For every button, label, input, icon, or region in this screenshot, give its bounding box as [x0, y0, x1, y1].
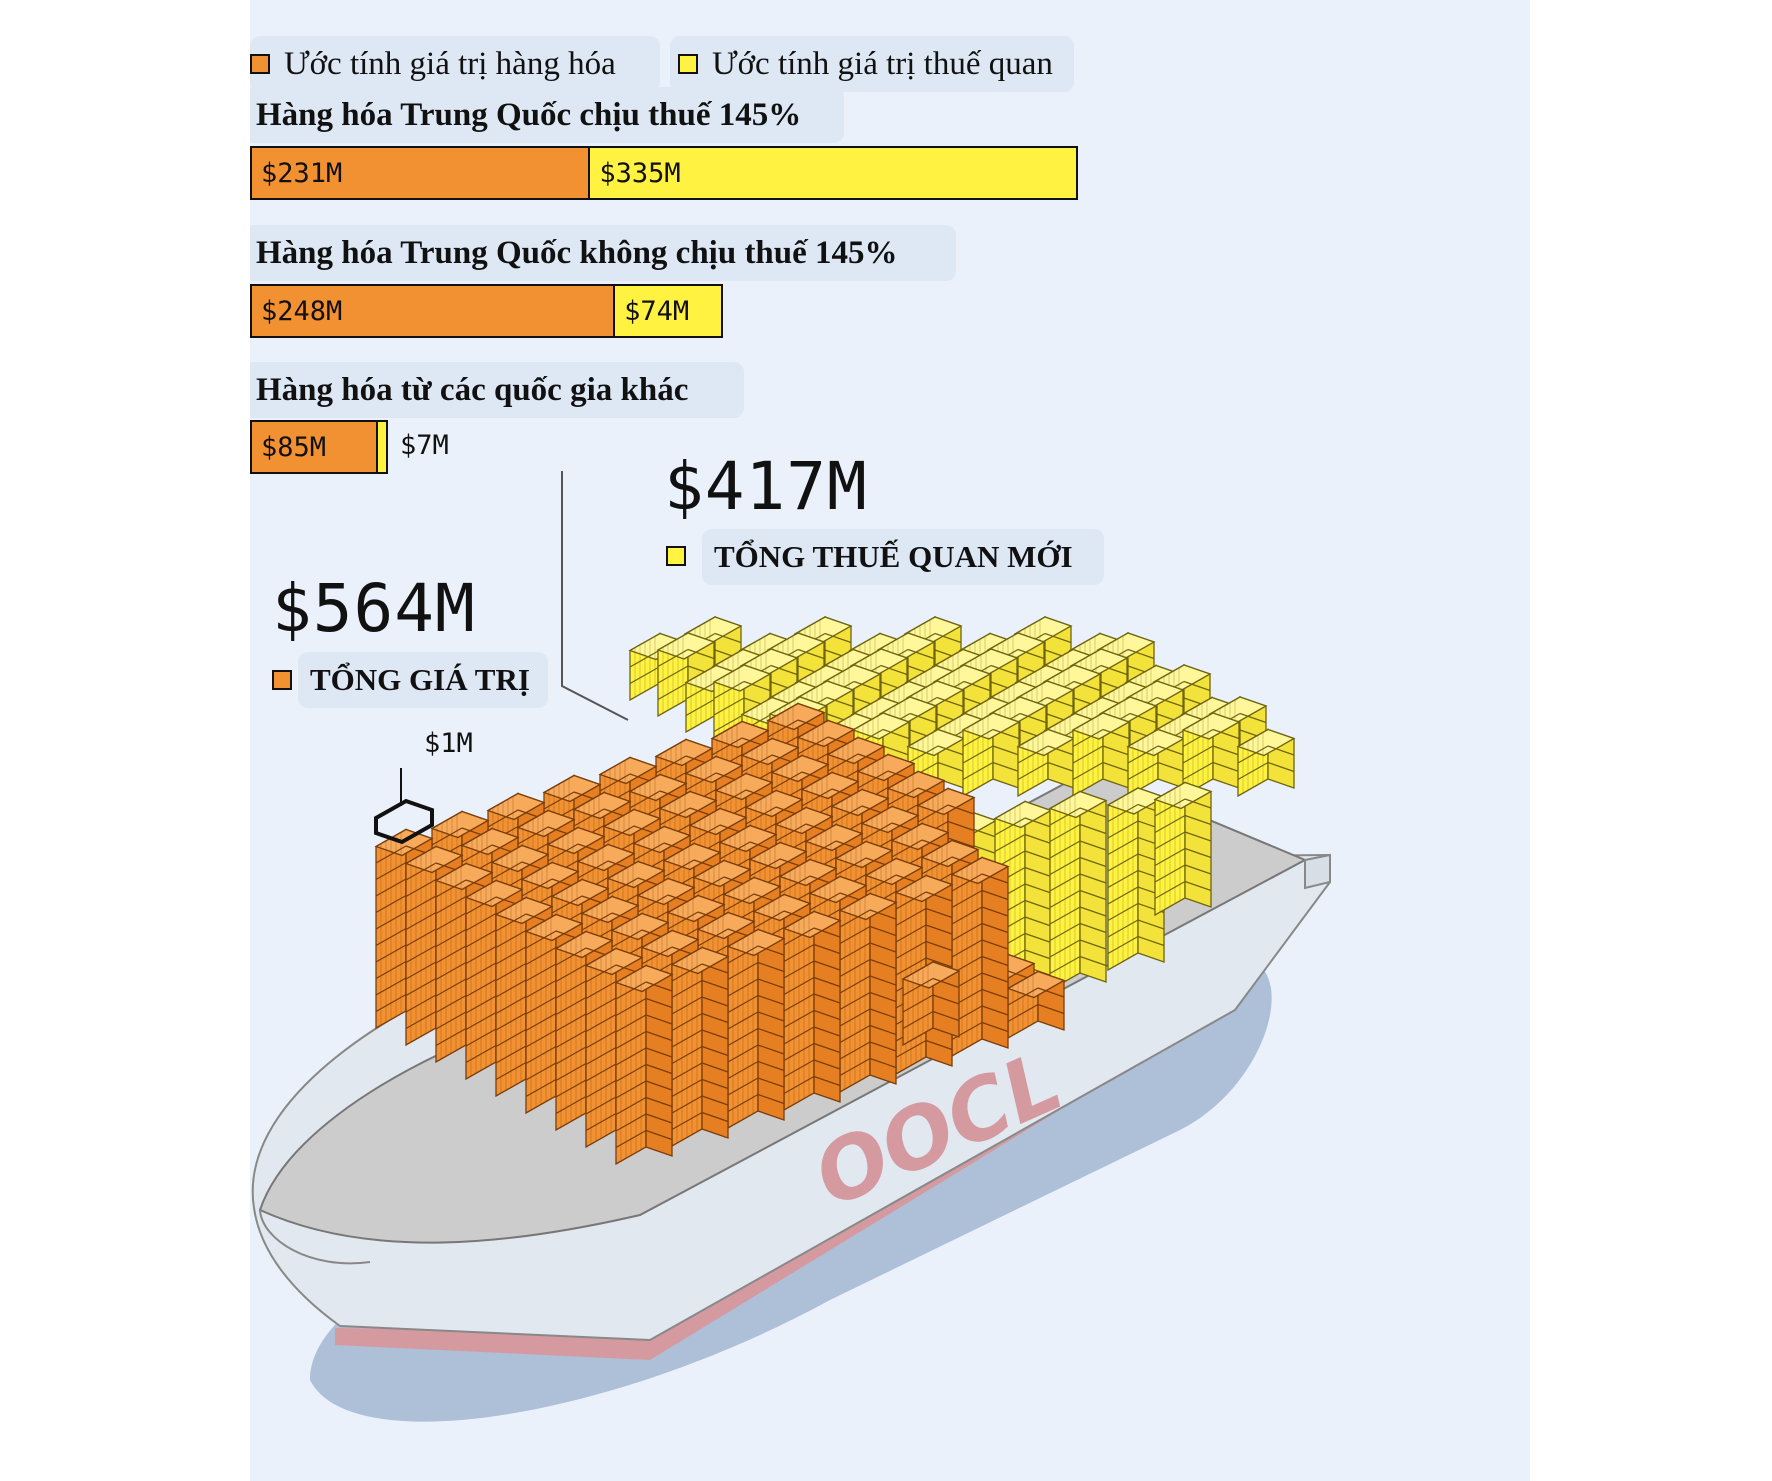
stacked-bar-china-145: $231M $335M — [250, 146, 1079, 200]
yellow-swatch-icon — [678, 54, 698, 74]
bar-value-label: $74M — [624, 295, 690, 327]
tariff-container-stack — [1016, 728, 1076, 798]
legend-pill-bg — [250, 36, 660, 92]
stacked-bar-china-non-145: $248M $74M — [250, 284, 723, 338]
total-value-label-bg — [298, 652, 548, 708]
goods-container-stack — [950, 856, 1010, 1058]
bar-segment-tariff: $335M — [588, 148, 1077, 198]
bar-segment-tariff: $7M — [375, 422, 449, 472]
deck-edge-line — [259, 1209, 371, 1265]
legend-label-tariff: Ước tính giá trị thuế quan — [712, 45, 1053, 82]
goods-container-stack — [670, 946, 730, 1148]
goods-container-stack — [782, 910, 842, 1112]
total-value-amount: $564M — [272, 570, 476, 647]
tariff-container-stack — [1181, 711, 1241, 798]
bow-rail — [1304, 853, 1331, 890]
goods-container-stack — [1006, 970, 1066, 1040]
goods-container-stack — [614, 964, 674, 1166]
goods-container-stack — [838, 892, 898, 1094]
infographic-canvas: OOCL Ước tính giá trị hàng hóa Ước tính … — [250, 0, 1530, 1481]
bar-value-label: $231M — [261, 157, 343, 189]
bar-value-label: $248M — [261, 295, 343, 327]
stacked-bar-other-countries: $85M $7M — [250, 420, 449, 474]
unit-container-label: $1M — [424, 728, 473, 759]
bar-segment-goods: $85M — [252, 422, 376, 472]
orange-swatch-icon — [272, 670, 292, 690]
unit-container-highlight — [374, 798, 434, 845]
group-title-china-non-145: Hàng hóa Trung Quốc không chịu thuế 145% — [256, 235, 898, 271]
total-value-label: TỔNG GIÁ TRỊ — [310, 662, 530, 697]
total-tariff-amount: $417M — [664, 448, 868, 525]
tariff-container-stack — [1126, 728, 1186, 798]
legend-item-tariff: Ước tính giá trị thuế quan — [678, 38, 1053, 90]
legend-item-goods: Ước tính giá trị hàng hóa — [250, 38, 616, 90]
tariff-container-stack — [1048, 790, 1108, 992]
bar-segment-goods: $248M — [252, 286, 614, 336]
tariff-container-stack — [961, 711, 1021, 798]
goods-container-stack — [901, 960, 961, 1047]
legend-label-goods: Ước tính giá trị hàng hóa — [284, 45, 616, 82]
tariff-container-stack — [1153, 781, 1213, 917]
tariff-container-stack — [1236, 728, 1296, 798]
total-tariff-label-bg — [702, 529, 1104, 585]
yellow-swatch-icon — [666, 546, 686, 566]
group-title-bg — [250, 362, 744, 418]
group-title-bg — [250, 87, 844, 143]
bar-segment-tariff: $74M — [613, 286, 721, 336]
group-title-other-countries: Hàng hóa từ các quốc gia khác — [256, 372, 689, 408]
tariff-container-stack — [1071, 711, 1131, 798]
group-title-bg — [250, 225, 956, 281]
bar-value-label: $7M — [399, 430, 449, 461]
bar-segment-goods: $231M — [252, 148, 589, 198]
bar-value-label: $335M — [599, 157, 681, 189]
orange-swatch-icon — [250, 54, 270, 74]
container-ship-illustration: OOCL — [251, 471, 1331, 1422]
legend-pill-bg — [670, 36, 1074, 92]
total-tariff-label: TỔNG THUẾ QUAN MỚI — [714, 539, 1073, 574]
bar-value-label: $85M — [261, 431, 327, 463]
tariff-leader-line — [561, 471, 629, 721]
goods-container-stack — [726, 928, 786, 1130]
group-title-china-145: Hàng hóa Trung Quốc chịu thuế 145% — [256, 97, 802, 133]
